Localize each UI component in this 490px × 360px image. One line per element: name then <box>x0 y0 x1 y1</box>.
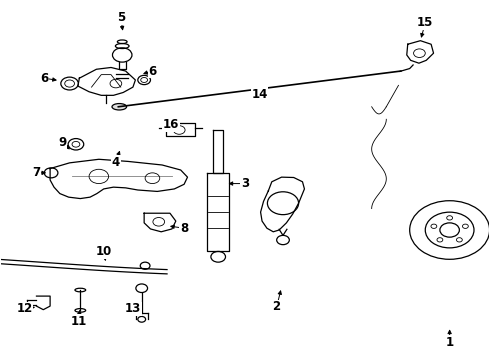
Text: 11: 11 <box>70 315 87 328</box>
Text: 16: 16 <box>163 118 179 131</box>
Text: 5: 5 <box>117 11 125 24</box>
Text: 3: 3 <box>241 177 249 190</box>
Text: 4: 4 <box>112 156 120 168</box>
Ellipse shape <box>76 314 84 317</box>
Text: 15: 15 <box>417 16 434 29</box>
Text: 12: 12 <box>17 302 33 315</box>
Text: 6: 6 <box>40 72 49 85</box>
Text: 10: 10 <box>96 245 112 258</box>
Ellipse shape <box>112 104 126 110</box>
Text: 2: 2 <box>272 300 281 313</box>
Text: 1: 1 <box>445 336 454 349</box>
Text: 8: 8 <box>180 222 188 235</box>
Text: 13: 13 <box>125 302 141 315</box>
Text: 6: 6 <box>148 64 156 77</box>
Text: 14: 14 <box>251 88 268 101</box>
Text: 9: 9 <box>58 136 67 149</box>
Text: 7: 7 <box>32 166 41 179</box>
